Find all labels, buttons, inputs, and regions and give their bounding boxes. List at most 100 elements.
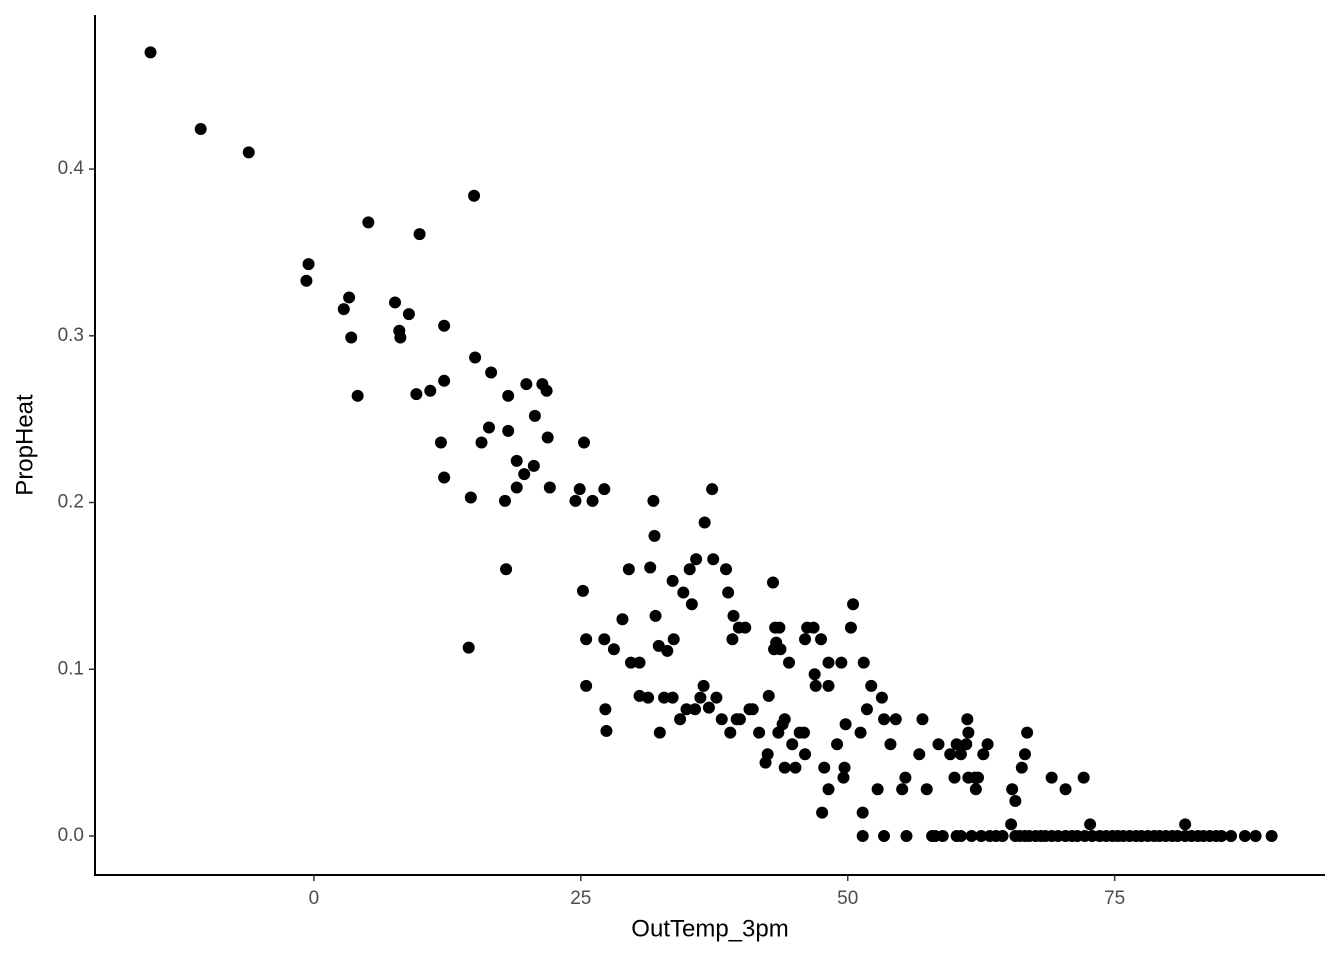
point [856,829,869,842]
point [578,436,591,449]
y-tick-label: 0.3 [58,325,84,346]
point [975,829,988,842]
point [884,738,897,751]
point [899,771,912,784]
point [402,308,415,321]
point [996,829,1009,842]
point [302,258,315,271]
point [783,656,796,669]
point [944,748,957,761]
point [954,829,967,842]
point [960,738,973,751]
point [502,389,515,402]
point [733,713,746,726]
point [1005,818,1018,831]
point [528,409,541,422]
point [1084,818,1097,831]
point [815,633,828,646]
y-tick-label: 0.0 [58,825,84,846]
x-tick-label: 25 [570,888,591,909]
point [622,563,635,576]
point [856,806,869,819]
point [950,738,963,751]
point [835,656,848,669]
point [300,274,313,287]
point [739,621,752,634]
point [900,829,913,842]
point [1077,771,1090,784]
point [753,726,766,739]
point [680,703,693,716]
point [434,436,447,449]
point [981,738,994,751]
point [475,436,488,449]
point [573,483,586,496]
point [844,621,857,634]
point [351,389,364,402]
point [1238,829,1251,842]
point [510,481,523,494]
point [337,303,350,316]
point [706,483,719,496]
point [774,643,787,656]
point [702,701,715,714]
point [499,494,511,507]
point [773,621,786,634]
point [889,713,902,726]
point [1225,829,1238,842]
point [932,738,945,751]
point [762,689,775,702]
point [799,633,812,646]
point [715,713,728,726]
point [722,586,735,599]
point [860,703,873,716]
point [520,378,533,391]
point [389,296,402,309]
point [822,679,835,692]
point [485,366,498,379]
point [697,679,710,692]
point [510,454,523,467]
point [710,691,723,704]
y-tick-label: 0.1 [58,658,84,679]
point [1021,726,1034,739]
point [527,459,540,472]
point [818,761,831,774]
point [644,561,657,574]
point [677,586,690,599]
point [766,576,779,589]
point [647,494,660,507]
point [948,771,961,784]
point [598,633,611,646]
point [808,668,821,681]
point [799,748,812,761]
point [685,598,698,611]
point [961,713,974,726]
point [576,584,589,597]
point [462,641,475,654]
point [580,633,593,646]
point [916,713,929,726]
point [438,471,451,484]
point [624,656,637,669]
point [809,679,822,692]
point [847,598,860,611]
point [690,553,703,566]
point [837,771,850,784]
point [920,783,933,796]
point [1179,818,1192,831]
point [1015,761,1028,774]
point [541,431,554,444]
point [410,388,423,401]
point [413,228,426,241]
point [807,621,820,634]
point [913,748,926,761]
point [1018,748,1031,761]
point [674,713,687,726]
point [954,748,967,761]
point [540,384,553,397]
point [797,726,810,739]
point [816,806,829,819]
